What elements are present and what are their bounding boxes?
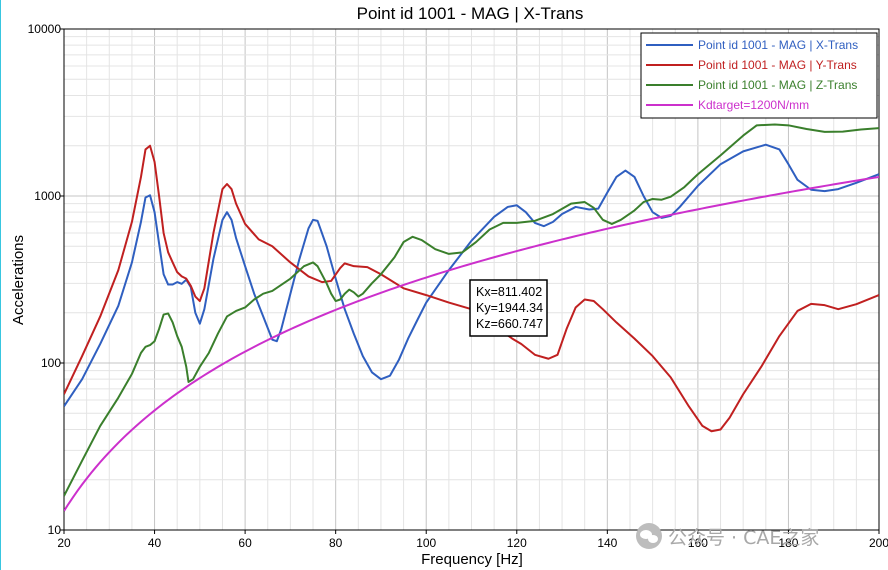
wechat-logo-icon xyxy=(636,523,662,549)
x-axis-label: Frequency [Hz] xyxy=(421,551,523,568)
x-tick-label: 160 xyxy=(688,536,708,550)
y-axis: 10 100 1000 10000 xyxy=(28,22,64,537)
x-tick-label: 140 xyxy=(597,536,617,550)
x-tick-label: 80 xyxy=(329,536,343,550)
y-tick-label: 1000 xyxy=(34,189,61,203)
series-line-kdtarget-1200n-mm xyxy=(64,175,879,512)
annotation-kz: Kz=660.747 xyxy=(476,317,543,331)
legend-frame xyxy=(640,32,878,119)
series-line-point-id-1001-mag-z-trans xyxy=(64,123,879,497)
plot-area-border xyxy=(63,28,880,531)
x-tick-label: 60 xyxy=(238,536,252,550)
x-tick-label: 120 xyxy=(507,536,527,550)
series-line-point-id-1001-mag-x-trans xyxy=(64,143,879,407)
watermark-text: 公众号 · CAE之家 xyxy=(668,526,820,549)
x-axis: 20 40 60 80 100 120 140 160 180 200 xyxy=(57,530,888,550)
watermark: 公众号 · CAE之家 xyxy=(636,521,819,551)
x-tick-label: 100 xyxy=(416,536,436,550)
annotation-frame xyxy=(469,279,548,337)
y-tick-label: 10000 xyxy=(28,22,62,36)
y-axis-label: Accelerations xyxy=(10,235,27,325)
legend-label: Point id 1001 - MAG | X-Trans xyxy=(698,38,858,52)
y-tick-label: 10 xyxy=(48,523,62,537)
x-tick-label: 20 xyxy=(57,536,71,550)
chart-title: Point id 1001 - MAG | X-Trans xyxy=(357,4,584,23)
x-tick-label: 180 xyxy=(778,536,798,550)
y-tick-label: 100 xyxy=(41,356,61,370)
legend-label: Point id 1001 - MAG | Z-Trans xyxy=(698,78,857,92)
x-tick-label: 40 xyxy=(148,536,162,550)
window-edge xyxy=(0,0,1,570)
series-group xyxy=(64,123,879,512)
annotation-box: Kx=811.402 Ky=1944.34 Kz=660.747 xyxy=(469,279,548,337)
series-line-point-id-1001-mag-y-trans xyxy=(64,144,879,433)
annotation-ky: Ky=1944.34 xyxy=(476,301,543,315)
legend-label: Kdtarget=1200N/mm xyxy=(698,98,809,112)
x-tick-label: 200 xyxy=(869,536,888,550)
legend-label: Point id 1001 - MAG | Y-Trans xyxy=(698,58,857,72)
annotation-kx: Kx=811.402 xyxy=(476,285,542,299)
legend: Point id 1001 - MAG | X-Trans Point id 10… xyxy=(640,32,878,119)
